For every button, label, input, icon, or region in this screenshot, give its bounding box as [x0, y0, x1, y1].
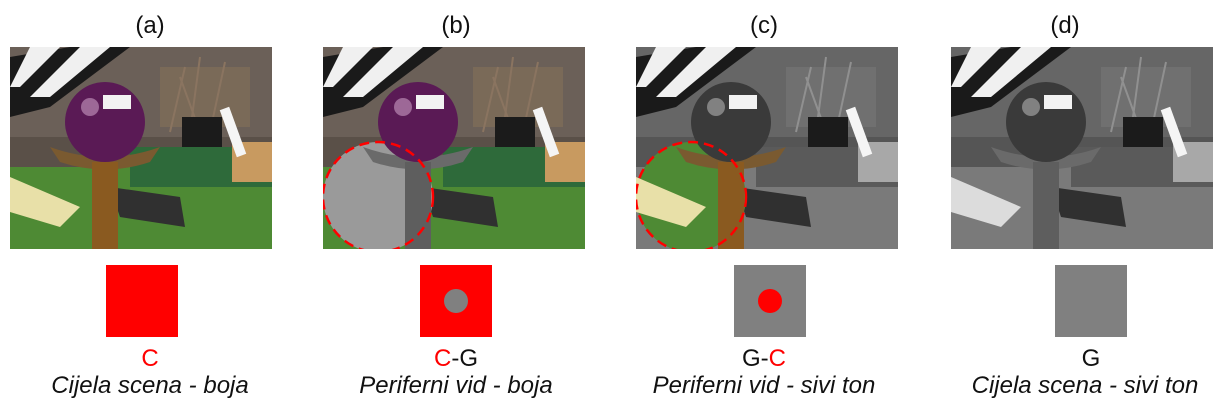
- gray-swatch: [1055, 265, 1127, 337]
- code-gray-part: G: [1081, 345, 1101, 372]
- scene-illustration: [636, 47, 898, 249]
- scene-photo-color-peripheral: [323, 47, 585, 249]
- code-gray-part: G-: [741, 345, 769, 372]
- panel-c: (c) G-C Perife: [614, 0, 914, 405]
- peripheral-dot: [758, 289, 782, 313]
- scene-illustration: [323, 47, 585, 249]
- scene-illustration: [10, 47, 272, 249]
- condition-caption: Periferni vid - boja: [359, 372, 553, 399]
- color-swatch: [420, 265, 492, 337]
- panel-a: (a) C Cijela scena - boja: [0, 0, 300, 405]
- condition-caption: Cijela scena - boja: [51, 372, 249, 399]
- panel-b: (b) C-G Periferni vid: [306, 0, 606, 405]
- gray-swatch: [734, 265, 806, 337]
- code-gray-part: -G: [451, 345, 478, 372]
- code-color-part: C: [141, 345, 159, 372]
- condition-caption: Cijela scena - sivi ton: [971, 372, 1199, 399]
- scene-photo-color: [10, 47, 272, 249]
- color-swatch: [106, 265, 178, 337]
- panel-d: (d) G Cijela scena - sivi ton: [915, 0, 1215, 405]
- condition-code: G-C: [614, 345, 914, 373]
- code-color-part: C: [433, 345, 452, 372]
- code-color-part: C: [768, 345, 786, 372]
- scene-photo-gray: [951, 47, 1213, 249]
- peripheral-dot: [444, 289, 468, 313]
- condition-code: C-G: [306, 345, 606, 373]
- panel-label: (d): [1050, 12, 1080, 39]
- panel-label: (a): [135, 12, 165, 39]
- condition-code: G: [941, 345, 1215, 373]
- panel-label: (b): [441, 12, 471, 39]
- scene-illustration: [951, 47, 1213, 249]
- scene-photo-gray-peripheral: [636, 47, 898, 249]
- panel-label: (c): [750, 12, 778, 39]
- condition-caption: Periferni vid - sivi ton: [652, 372, 876, 399]
- condition-code: C: [0, 345, 300, 373]
